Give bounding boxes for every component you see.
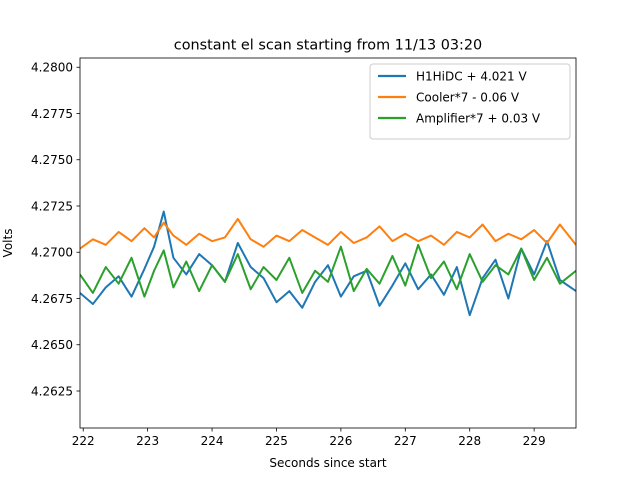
plot-frame bbox=[79, 57, 577, 429]
x-axis-label: Seconds since start bbox=[269, 456, 386, 470]
x-tick-label: 226 bbox=[329, 434, 352, 448]
x-tick-label: 229 bbox=[523, 434, 546, 448]
legend-box bbox=[369, 63, 571, 140]
legend-label-0: H1HiDC + 4.021 V bbox=[416, 69, 527, 83]
y-tick-label: 4.2675 bbox=[31, 292, 73, 306]
y-axis-label: Volts bbox=[1, 229, 15, 258]
series-line-2 bbox=[80, 243, 576, 298]
x-axis: 222 223 224 225 226 227 228 229 bbox=[72, 428, 546, 448]
y-tick-label: 4.2775 bbox=[31, 107, 73, 121]
legend-label-2: Amplifier*7 + 0.03 V bbox=[416, 111, 541, 125]
y-tick-label: 4.2650 bbox=[31, 338, 73, 352]
y-tick-label: 4.2800 bbox=[31, 61, 73, 75]
x-tick-label: 223 bbox=[136, 434, 159, 448]
y-tick-label: 4.2625 bbox=[31, 384, 73, 398]
chart-title: constant el scan starting from 11/13 03:… bbox=[174, 38, 482, 54]
series-line-1 bbox=[80, 217, 576, 250]
x-tick-label: 225 bbox=[265, 434, 288, 448]
x-tick-label: 228 bbox=[458, 434, 481, 448]
legend: H1HiDC + 4.021 V Cooler*7 - 0.06 V Amplifi… bbox=[369, 63, 571, 140]
y-tick-label: 4.2750 bbox=[31, 153, 73, 167]
y-tick-label: 4.2700 bbox=[31, 246, 73, 260]
x-tick-label: 227 bbox=[394, 434, 417, 448]
y-tick-label: 4.2725 bbox=[31, 199, 73, 213]
x-tick-label: 222 bbox=[72, 434, 95, 448]
x-tick-label: 224 bbox=[201, 434, 224, 448]
series-layer bbox=[80, 210, 576, 317]
legend-label-1: Cooler*7 - 0.06 V bbox=[416, 90, 520, 104]
y-axis: 4.2625 4.2650 4.2675 4.2700 4.2725 4.2750 4.27… bbox=[31, 61, 80, 398]
